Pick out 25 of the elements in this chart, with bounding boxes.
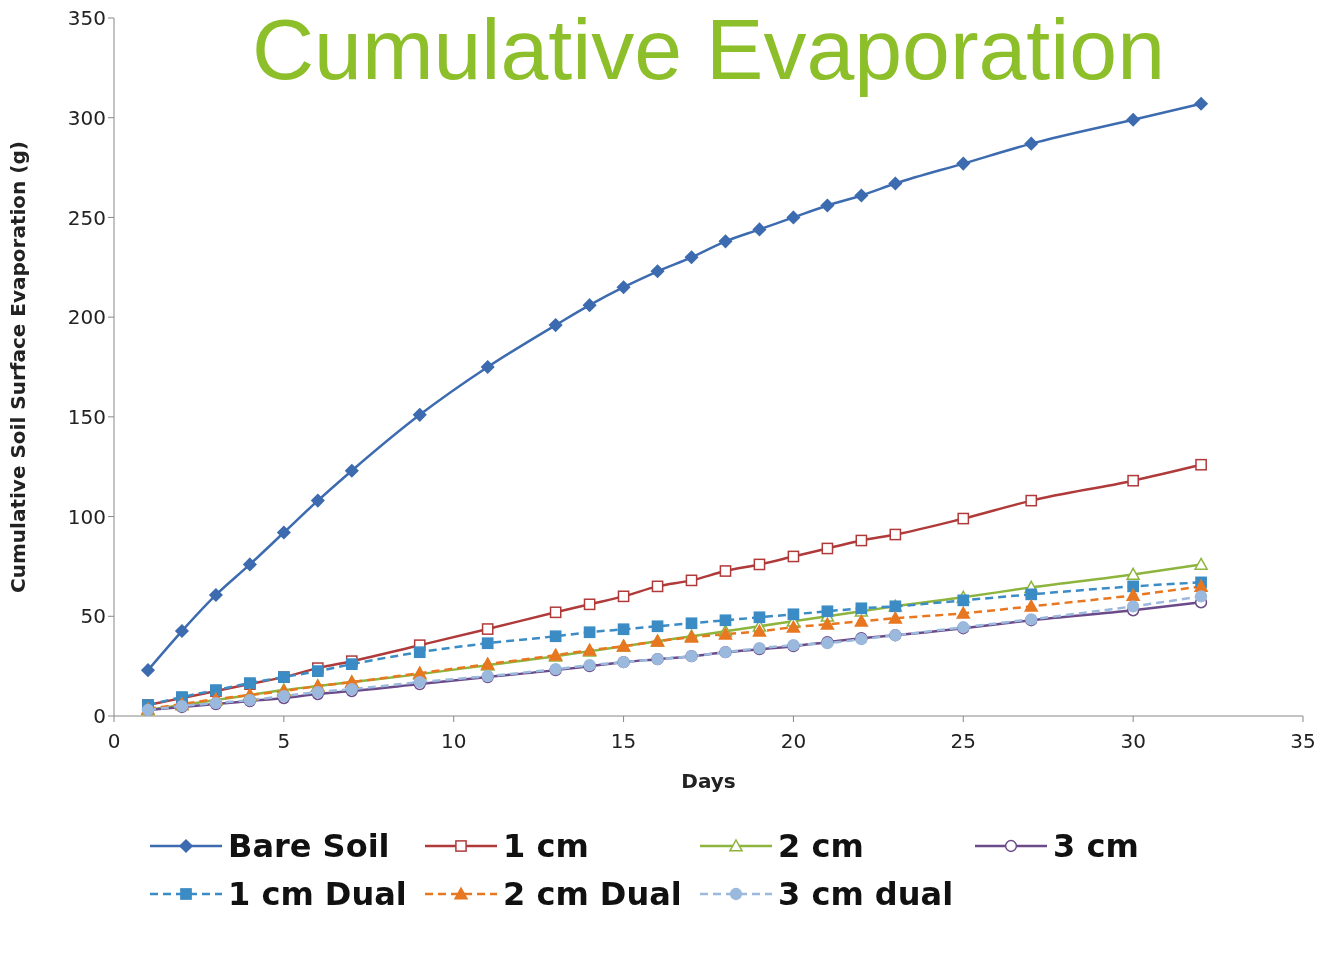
- chart-title: Cumulative Evaporation: [250, 0, 1166, 99]
- y-tick-label: 0: [93, 704, 106, 729]
- y-tick-label: 50: [80, 604, 106, 629]
- legend-label: 1 cm Dual: [228, 875, 407, 913]
- legend-label: 3 cm dual: [778, 875, 954, 913]
- y-axis-title: Cumulative Soil Surface Evaporation (g): [6, 141, 31, 593]
- x-axis-title: Days: [681, 769, 736, 793]
- x-tick-label: 30: [1120, 729, 1146, 754]
- legend-label: 2 cm Dual: [503, 875, 682, 913]
- y-tick-label: 250: [67, 205, 106, 230]
- y-tick-label: 100: [67, 504, 106, 529]
- legend-label: 1 cm: [503, 827, 589, 865]
- x-tick-label: 15: [610, 729, 637, 754]
- legend-label: 2 cm: [778, 827, 864, 865]
- y-tick-label: 150: [67, 404, 106, 429]
- x-tick-label: 20: [780, 729, 807, 754]
- x-tick-label: 35: [1290, 729, 1316, 754]
- x-tick-label: 5: [277, 729, 291, 754]
- y-tick-label: 200: [67, 305, 106, 330]
- legend-label: 3 cm: [1053, 827, 1139, 865]
- x-tick-label: 25: [950, 729, 977, 754]
- legend-label: Bare Soil: [228, 827, 390, 865]
- y-tick-label: 300: [67, 105, 106, 130]
- x-tick-label: 10: [440, 729, 467, 754]
- y-tick-label: 350: [67, 6, 106, 31]
